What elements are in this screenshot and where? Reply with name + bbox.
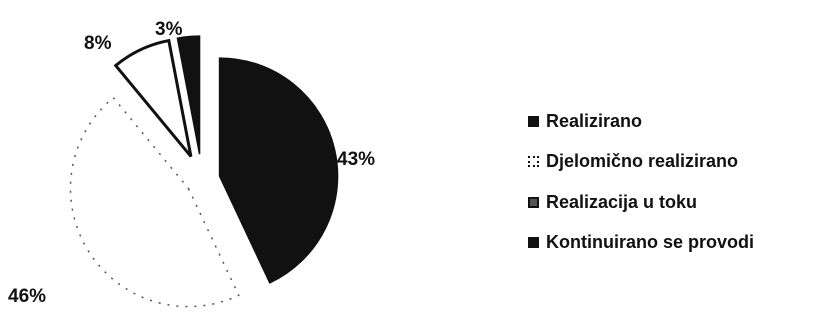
- legend-item-realizacija-u-toku: Realizacija u toku: [528, 189, 754, 215]
- legend-item-djelomicno-realizirano: Djelomično realizirano: [528, 149, 754, 175]
- legend-label-realizirano: Realizirano: [546, 110, 643, 131]
- legend-item-realizirano: Realizirano: [528, 108, 754, 134]
- legend-swatch-kontinuirano-se-provodi: [528, 237, 539, 248]
- pie-slice-kontinuirano-se-provodi: [176, 35, 201, 155]
- legend-label-realizacija-u-toku: Realizacija u toku: [546, 191, 698, 212]
- pie-slice-realizirano: [218, 57, 339, 284]
- legend-label-djelomicno-realizirano: Djelomično realizirano: [546, 151, 739, 171]
- legend-item-kontinuirano-se-provodi: Kontinuirano se provodi: [528, 230, 754, 256]
- legend-swatch-realizacija-u-toku: [528, 196, 539, 208]
- chart-legend: Realizirano Djelomično realizirano Reali…: [528, 108, 754, 270]
- data-label-realizacija-u-toku: 8%: [84, 33, 112, 54]
- data-label-djelomicno-realizirano: 46%: [8, 286, 46, 307]
- data-label-realizirano: 43%: [337, 149, 375, 170]
- data-label-kontinuirano-se-provodi: 3%: [155, 19, 183, 40]
- legend-swatch-djelomicno-realizirano: [528, 156, 539, 167]
- legend-label-kontinuirano-se-provodi: Kontinuirano se provodi: [546, 232, 755, 252]
- pie-slice-djelomicno-realizirano: [69, 96, 240, 308]
- legend-swatch-realizirano: [528, 115, 539, 127]
- pie-slice-realizacija-u-toku: [113, 38, 193, 158]
